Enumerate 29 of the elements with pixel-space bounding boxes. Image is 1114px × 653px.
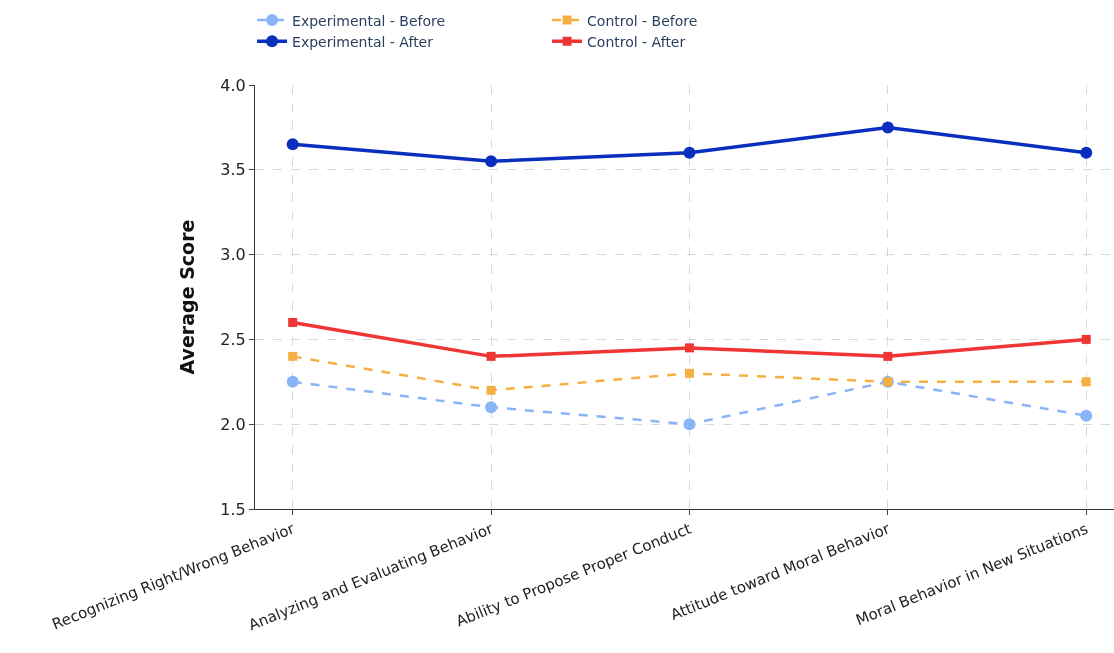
point [286, 375, 299, 388]
y-tick-label: 2.0 [220, 414, 246, 434]
y-tick-label: 3.0 [220, 245, 246, 265]
y-tick-label: 3.5 [220, 160, 246, 180]
legend-label: Control - After [587, 33, 686, 50]
point [1080, 409, 1093, 422]
point [485, 155, 498, 168]
point [486, 351, 496, 361]
point [1080, 146, 1093, 159]
point [883, 351, 893, 361]
point [1081, 334, 1091, 344]
point [684, 343, 694, 353]
y-tick-label: 1.5 [220, 499, 246, 519]
point [683, 418, 696, 431]
point [486, 385, 496, 395]
point [1081, 377, 1091, 387]
y-axis-title: Average Score [176, 219, 199, 375]
y-tick-label: 4.0 [220, 75, 246, 95]
legend-label: Experimental - After [292, 33, 434, 50]
y-tick-label: 2.5 [220, 330, 246, 349]
point [286, 138, 299, 151]
point [881, 121, 894, 134]
point [485, 401, 498, 414]
point [288, 351, 298, 361]
legend-label: Control - Before [587, 12, 698, 29]
point [683, 146, 696, 159]
legend-label: Experimental - Before [292, 12, 446, 29]
point [684, 368, 694, 378]
point [288, 317, 298, 327]
